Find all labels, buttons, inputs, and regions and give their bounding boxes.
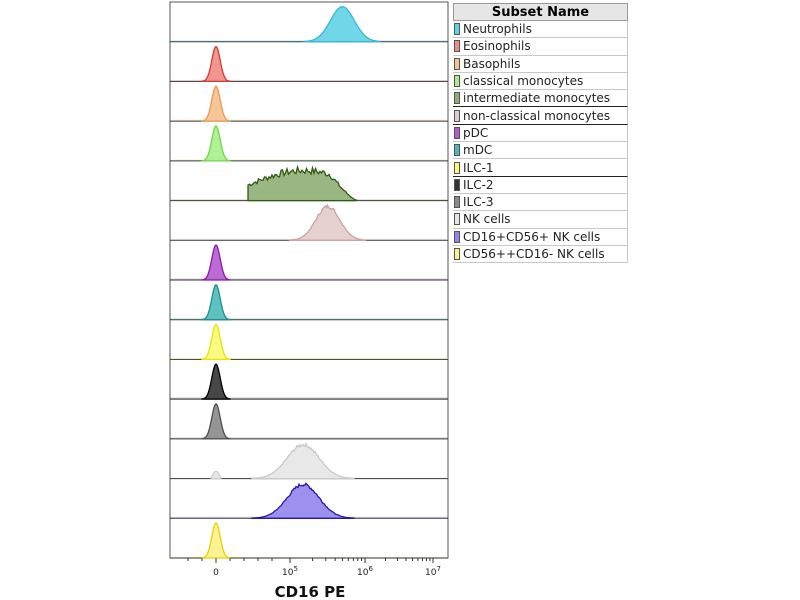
legend-item: non-classical monocytes [453,107,628,125]
x-tick-label: 105 [282,565,298,578]
legend-swatch [454,230,460,243]
legend-label: Neutrophils [463,22,532,37]
legend-label: NK cells [463,212,511,227]
legend-swatch [454,144,460,157]
histogram-basophils [170,85,448,122]
legend-item: Basophils [453,55,628,73]
histogram-fill [201,244,231,281]
legend-swatch [454,178,460,191]
legend-swatch [454,23,460,36]
histogram-fill [288,203,367,241]
legend-swatch [454,196,460,209]
legend-swatch [454,57,460,70]
legend-item: classical monocytes [453,72,628,91]
legend-item: ILC-1 [453,159,628,177]
histogram-fill [201,284,231,321]
histogram-ilc-1 [170,323,448,361]
histogram-classical-monocytes [170,125,448,162]
legend-label: mDC [463,143,493,158]
legend-item: Eosinophils [453,38,628,56]
legend-swatch [454,109,460,122]
legend-swatch [454,248,460,260]
legend-label: intermediate monocytes [463,91,611,106]
histogram-pdc [170,244,448,281]
legend-item: CD56++CD16- NK cells [453,245,628,264]
legend-swatch [454,213,460,226]
x-tick-label: 106 [357,565,373,578]
legend-swatch [454,75,460,88]
legend-item: ILC-2 [453,176,628,194]
legend-label: CD16+CD56+ NK cells [463,229,601,244]
histogram-fill [201,125,231,162]
legend-item: pDC [453,124,628,143]
histogram-fill [247,164,357,202]
histogram-eosinophils [170,45,448,83]
x-axis: 0 105 106 107 [187,558,441,578]
legend-item: mDC [453,142,628,160]
legend-item: Neutrophils [453,21,628,39]
histogram-non-classical-monocytes [170,203,448,241]
legend-item: intermediate monocytes [453,90,628,108]
legend-label: ILC-1 [463,160,494,175]
legend-label: Basophils [463,56,521,71]
legend-label: Eosinophils [463,39,531,54]
histogram-lanes [170,6,448,559]
legend-rows: Neutrophils Eosinophils Basophils classical… [453,21,628,264]
x-tick-label: 107 [425,565,441,578]
histogram-fill [251,482,355,519]
histogram-fill [201,323,231,361]
legend-item: ILC-3 [453,193,628,212]
histogram-fill [201,403,231,440]
legend: Subset Name Neutrophils Eosinophils Basoph… [453,3,628,264]
histogram-intermediate-monocytes [170,164,448,202]
x-axis-label: CD16 PE [275,583,346,600]
histogram-fill [201,522,231,559]
legend-item: CD16+CD56+ NK cells [453,228,628,246]
histogram-ilc-3 [170,403,448,440]
histogram-fill [201,45,231,83]
histogram-fill [201,85,231,122]
legend-label: ILC-3 [463,195,494,210]
legend-label: CD56++CD16- NK cells [463,247,605,261]
histogram-nk-cells [170,441,448,480]
legend-label: pDC [463,125,489,140]
legend-item: NK cells [453,211,628,229]
histogram-mdc [170,284,448,321]
histogram-fill [251,441,355,480]
legend-label: classical monocytes [463,74,584,89]
histogram-fill [201,363,231,400]
x-tick-label: 0 [213,568,219,578]
legend-swatch [454,161,460,174]
histogram-ilc-2 [170,363,448,400]
legend-label: ILC-2 [463,177,494,192]
legend-swatch [454,92,460,105]
histogram-neutrophils [170,6,448,43]
histogram-cd16-cd56-nk-cells [170,482,448,519]
legend-label: non-classical monocytes [463,108,611,123]
histogram-fill [303,6,381,43]
legend-swatch [454,40,460,53]
legend-title: Subset Name [453,3,628,21]
legend-swatch [454,126,460,139]
